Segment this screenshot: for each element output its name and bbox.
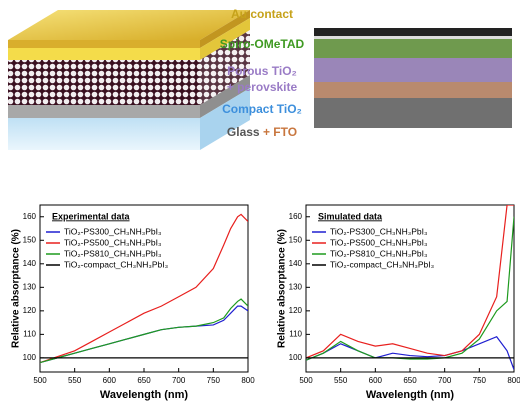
legend-label: TiO₂-PS300_CH₃NH₃PbI₃ (64, 226, 161, 236)
x-tick-label: 650 (137, 376, 151, 385)
x-tick-label: 800 (241, 376, 255, 385)
chart: 100 110 120 130 140 150 160 500 550 600 650 700 750 8… (277, 204, 520, 401)
x-tick-label: 550 (334, 376, 348, 385)
y-tick-label: 130 (289, 282, 303, 291)
layer-label: + perovskite (227, 80, 298, 94)
x-tick-label: 550 (68, 376, 82, 385)
y-axis-label: Relative absorptance (%) (277, 229, 288, 348)
x-tick-label: 650 (403, 376, 417, 385)
legend-label: TiO₂-compact_CH₃NH₃PbI₃ (64, 259, 168, 269)
x-tick-label: 500 (299, 376, 313, 385)
layer-label: Glass + FTO (227, 125, 297, 139)
y-tick-label: 140 (23, 259, 37, 268)
y-tick-label: 100 (289, 353, 303, 362)
layer-label: Compact TiO₂ (222, 102, 302, 116)
y-tick-label: 160 (289, 212, 303, 221)
x-tick-label: 600 (103, 376, 117, 385)
legend-label: TiO₂-PS810_CH₃NH₃PbI₃ (330, 248, 427, 258)
x-tick-label: 600 (369, 376, 383, 385)
layer-label-glass: Glass (227, 125, 260, 139)
data-line (306, 335, 514, 370)
chart-title: Experimental data (52, 211, 131, 221)
y-tick-label: 120 (23, 306, 37, 315)
layer-label: Au contact (231, 7, 293, 21)
x-tick-label: 750 (473, 376, 487, 385)
data-line (40, 298, 248, 364)
layer-label: Spiro-OMeTAD (220, 37, 305, 51)
x-tick-label: 750 (207, 376, 221, 385)
y-tick-label: 160 (23, 212, 37, 221)
x-axis-label: Wavelength (nm) (366, 389, 455, 401)
x-tick-label: 700 (172, 376, 186, 385)
sem-image (314, 28, 512, 128)
legend-label: TiO₂-PS500_CH₃NH₃PbI₃ (330, 237, 427, 247)
data-line (306, 216, 514, 361)
x-tick-label: 700 (438, 376, 452, 385)
y-tick-label: 130 (23, 282, 37, 291)
device-schematic (8, 10, 250, 150)
chart-title: Simulated data (318, 211, 383, 221)
data-line (40, 213, 248, 364)
layer-label: Porous TiO₂ (227, 64, 297, 78)
y-tick-label: 110 (23, 329, 36, 338)
x-axis-label: Wavelength (nm) (100, 389, 189, 401)
y-tick-label: 150 (289, 235, 303, 244)
y-tick-label: 140 (289, 259, 303, 268)
y-tick-label: 150 (23, 235, 37, 244)
x-tick-label: 500 (33, 376, 47, 385)
layer-labels: Au contact Spiro-OMeTAD Porous TiO₂ + pe… (220, 7, 305, 139)
legend-label: TiO₂-compact_CH₃NH₃PbI₃ (330, 259, 434, 269)
legend-label: TiO₂-PS500_CH₃NH₃PbI₃ (64, 237, 161, 247)
y-tick-label: 120 (289, 306, 303, 315)
y-tick-label: 100 (23, 353, 37, 362)
data-line (306, 205, 514, 359)
legend-label: TiO₂-PS300_CH₃NH₃PbI₃ (330, 226, 427, 236)
y-axis-label: Relative absorptance (%) (11, 229, 22, 348)
chart: 100 110 120 130 140 150 160 500 550 600 650 700 750 8… (11, 204, 255, 401)
legend-label: TiO₂-PS810_CH₃NH₃PbI₃ (64, 248, 161, 258)
layer-label-fto: + FTO (263, 125, 297, 139)
y-tick-label: 110 (289, 329, 302, 338)
x-tick-label: 800 (507, 376, 520, 385)
